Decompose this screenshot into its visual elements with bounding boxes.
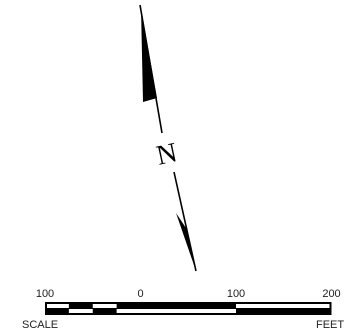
north-arrow-upper-fin	[141, 8, 157, 102]
scale-left-caption: SCALE	[22, 319, 59, 331]
scale-tick-label: 100	[226, 288, 246, 300]
scale-right-caption: FEET	[316, 319, 345, 331]
north-arrow-lower-shaft	[173, 171, 197, 272]
north-arrow-lower-fin	[176, 213, 196, 271]
scale-tick-label: 0	[137, 288, 144, 300]
scale-tick-label: 100	[35, 288, 55, 300]
scale-tick-label: 200	[322, 288, 341, 300]
north-arrow-label: N	[153, 137, 181, 172]
